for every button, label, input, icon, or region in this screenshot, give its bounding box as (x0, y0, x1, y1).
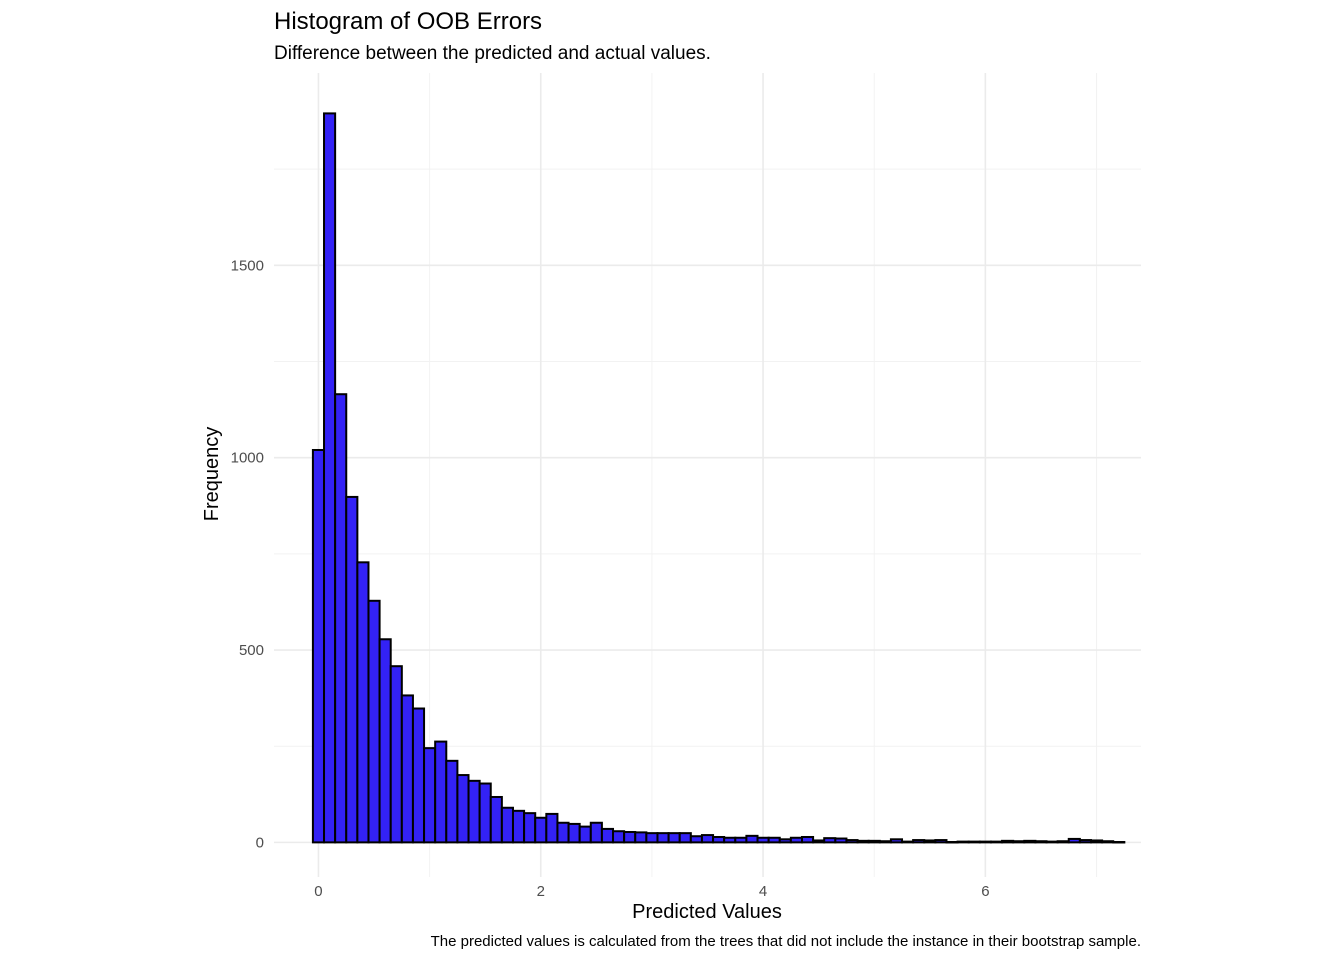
histogram-bar (389, 665, 403, 844)
histogram-bar (800, 835, 815, 844)
chart-title: Histogram of OOB Errors (274, 8, 542, 35)
histogram-bar (634, 831, 648, 844)
histogram-bar (456, 774, 470, 844)
x-axis-title: Predicted Values (632, 901, 782, 923)
histogram-bar (678, 832, 692, 844)
histogram-bar (1012, 840, 1026, 844)
y-tick-label: 1000 (231, 450, 264, 467)
histogram-bar (367, 599, 381, 844)
x-tick-label: 6 (981, 883, 989, 900)
histogram-bar (612, 830, 626, 844)
histogram-bar (901, 840, 915, 844)
histogram-bar (867, 839, 881, 844)
y-tick-label: 1500 (231, 257, 264, 274)
histogram-bar (467, 779, 481, 844)
histogram-bar (1001, 839, 1015, 844)
histogram-bar (411, 707, 426, 844)
histogram-bar (989, 840, 1004, 844)
histogram-bar (556, 821, 570, 844)
axis-ticks: 0 2 4 6 0 500 1000 1500 (231, 257, 990, 900)
histogram-bars (311, 112, 1126, 844)
histogram-bar (723, 836, 737, 844)
histogram-bar (923, 839, 937, 844)
x-tick-label: 2 (537, 883, 545, 900)
histogram-bar (500, 806, 514, 844)
histogram-bar (778, 838, 792, 844)
chart-subtitle: Difference between the predicted and act… (274, 43, 711, 64)
y-axis-title: Frequency (201, 427, 223, 522)
histogram-bar (445, 759, 459, 844)
histogram-bar (712, 835, 726, 844)
histogram-bar (1067, 837, 1081, 844)
histogram-bar (978, 840, 992, 844)
histogram-bar (323, 112, 337, 844)
histogram-bar (667, 832, 681, 844)
histogram-bar (845, 839, 859, 844)
histogram-bar (812, 839, 826, 844)
histogram-bar (889, 838, 904, 844)
histogram-bar (345, 495, 359, 844)
histogram-bar (567, 822, 581, 844)
y-tick-label: 500 (239, 642, 264, 659)
histogram-bar (334, 393, 348, 844)
x-tick-label: 4 (759, 883, 767, 900)
histogram-bar (1089, 839, 1104, 844)
histogram-bar (745, 834, 759, 844)
histogram-bar (1056, 840, 1070, 844)
histogram-bar (311, 448, 326, 844)
histogram-bar (912, 839, 926, 844)
histogram-bar (934, 839, 948, 844)
histogram-bar (756, 836, 770, 844)
histogram-bar (511, 809, 526, 844)
histogram-bar (956, 840, 970, 844)
histogram-bar (489, 795, 503, 844)
histogram-bar (700, 834, 715, 844)
x-tick-label: 0 (314, 883, 322, 900)
histogram-bar (1023, 839, 1037, 844)
histogram-bar (1112, 840, 1126, 844)
histogram-bar (400, 694, 414, 844)
histogram-bar (734, 836, 748, 844)
histogram-bar (356, 561, 370, 844)
chart-caption: The predicted values is calculated from … (431, 933, 1141, 950)
histogram-bar (656, 832, 670, 844)
y-tick-label: 0 (256, 834, 264, 851)
histogram-bar (623, 830, 637, 844)
histogram-bar (689, 835, 703, 844)
histogram-bar (478, 782, 492, 844)
histogram-bar (767, 836, 781, 844)
histogram-bar (645, 832, 659, 844)
histogram-bar (1034, 840, 1048, 844)
histogram-bar (1078, 839, 1092, 844)
histogram-bar (545, 812, 559, 844)
histogram-bar (423, 747, 437, 844)
histogram-bar (823, 837, 837, 844)
histogram-bar (434, 740, 448, 844)
histogram-bar (1101, 840, 1115, 844)
histogram-bar (578, 825, 592, 844)
histogram-bar (878, 840, 892, 844)
histogram-bar (834, 837, 848, 844)
histogram-bar (967, 840, 981, 844)
histogram-bar (945, 840, 959, 844)
histogram-bar (1045, 840, 1059, 844)
histogram-bar (600, 827, 615, 844)
histogram-bar (789, 836, 803, 844)
histogram-bar (856, 839, 870, 844)
histogram-bar (523, 812, 537, 844)
histogram-bar (589, 821, 603, 844)
histogram-bar (378, 638, 392, 844)
histogram-bar (534, 816, 548, 844)
